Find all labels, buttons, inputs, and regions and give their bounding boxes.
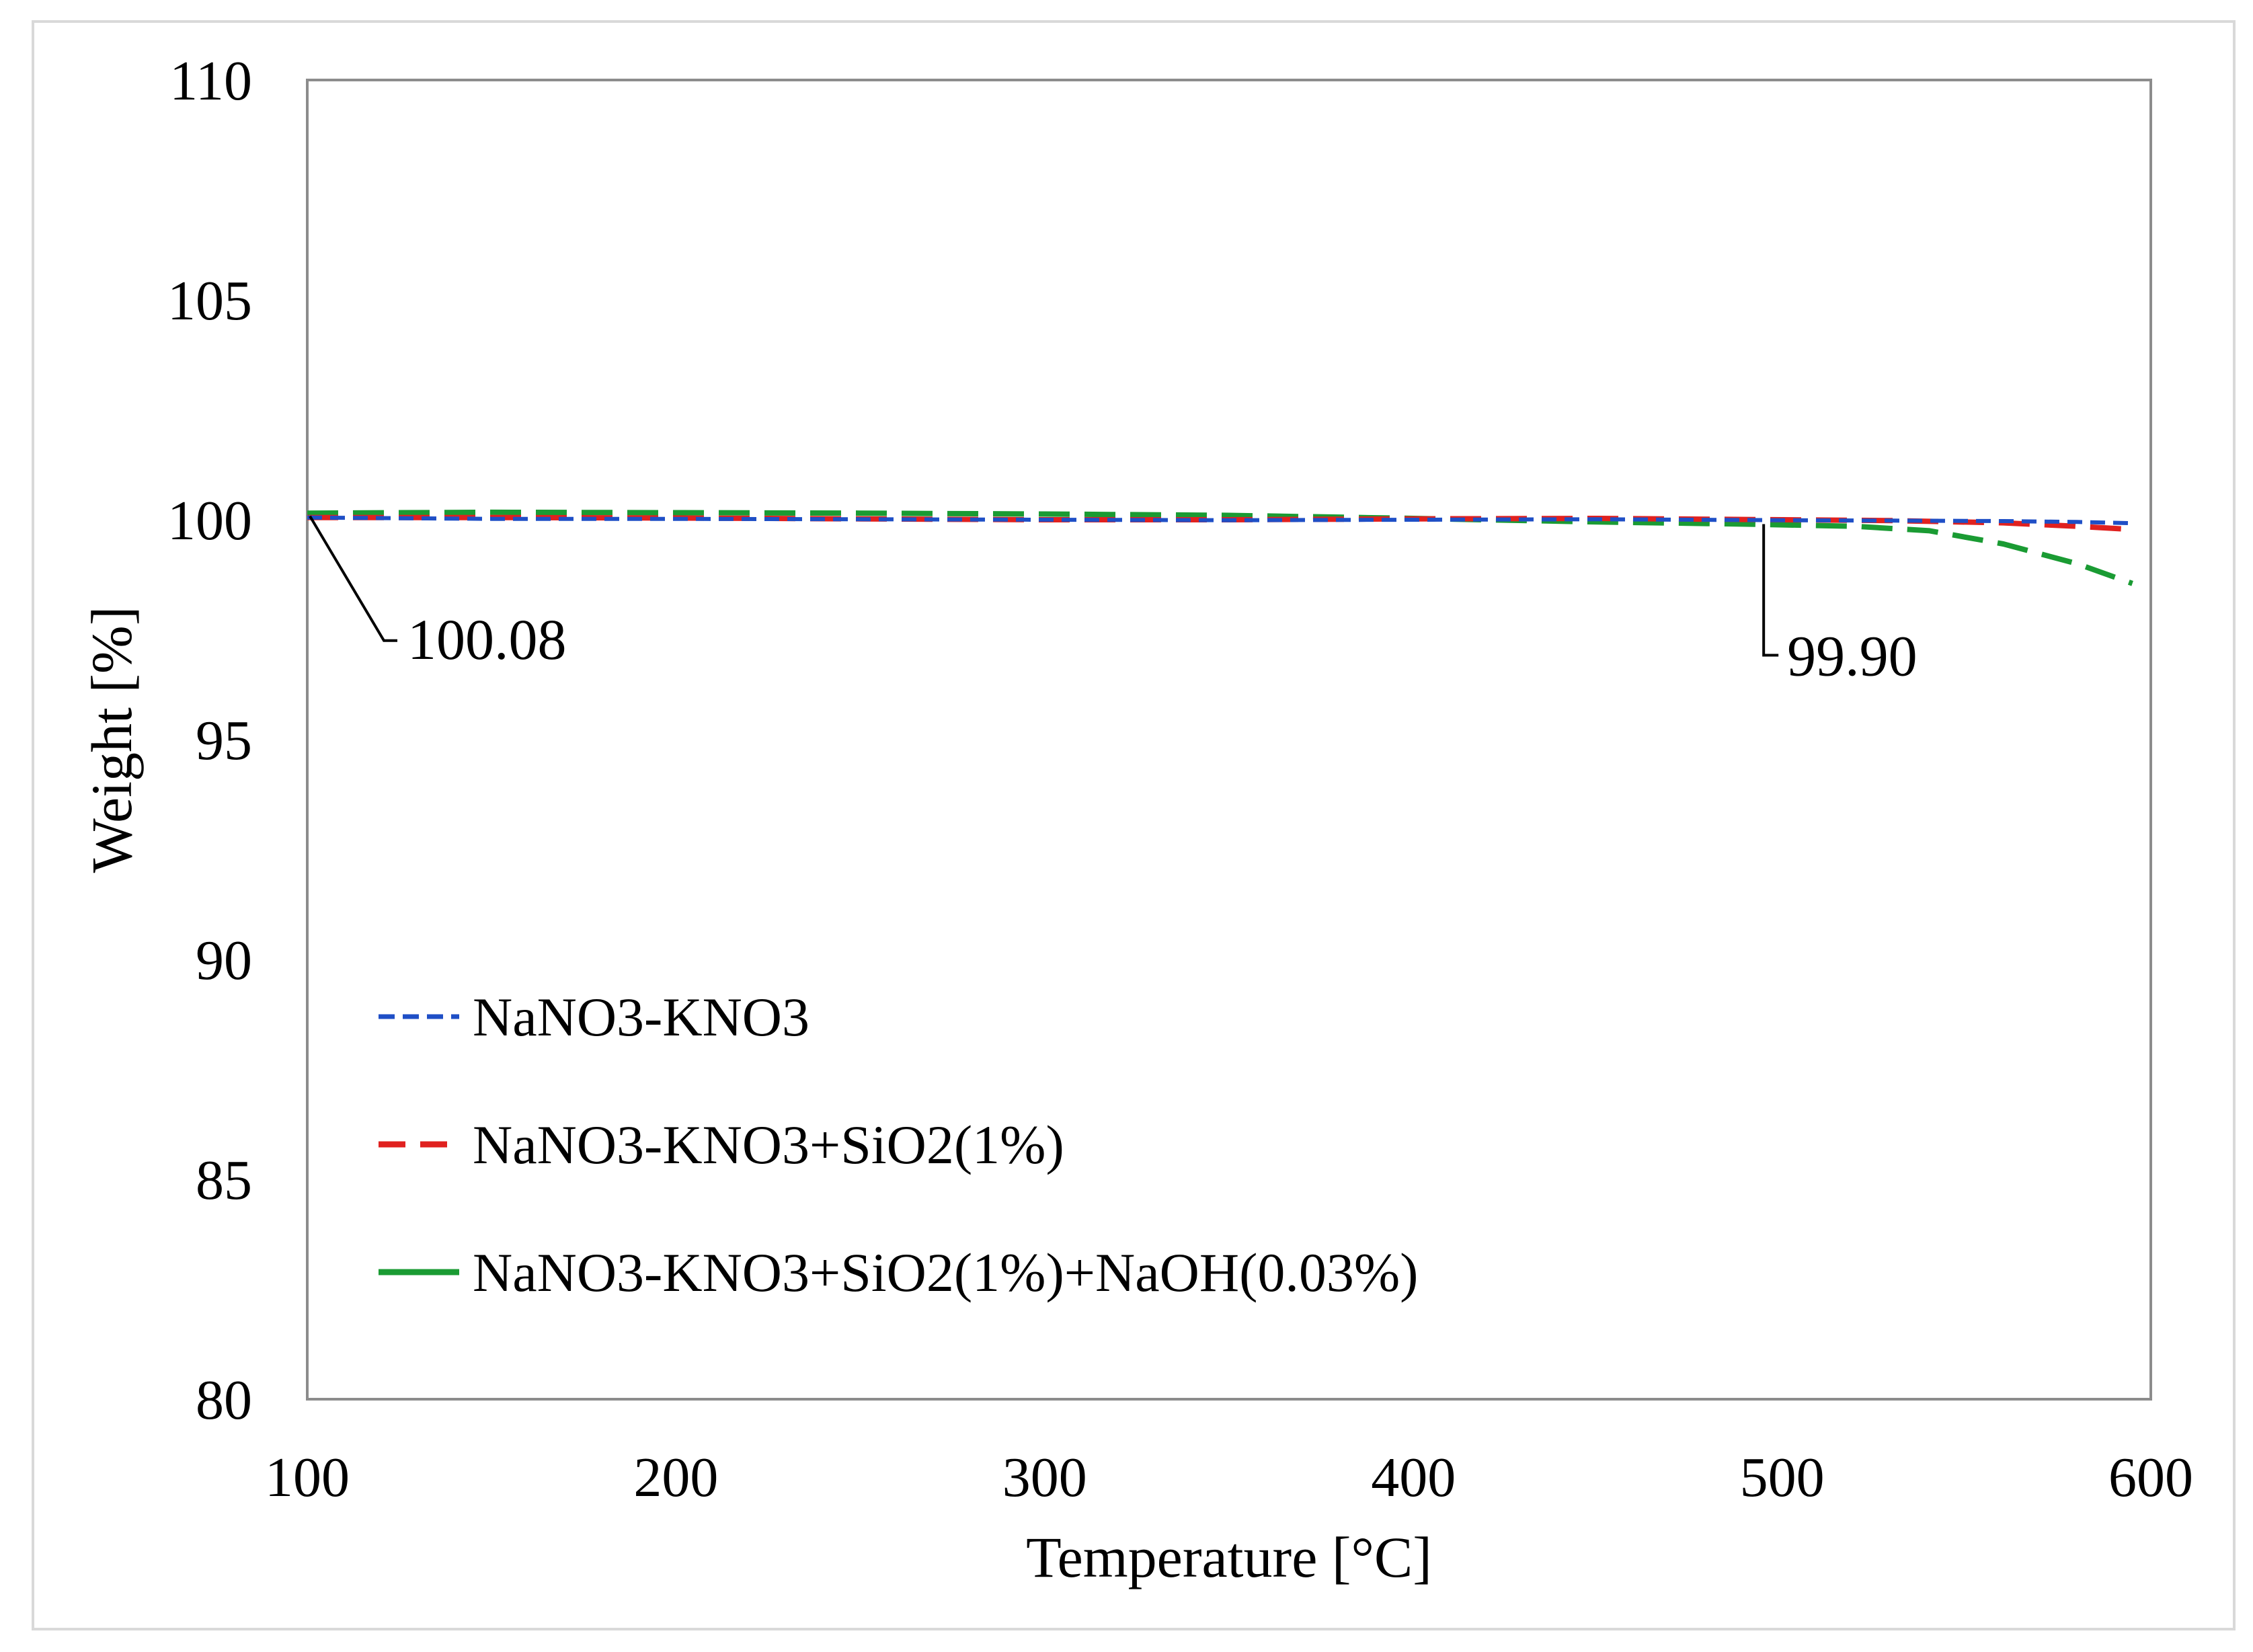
callout-layer: 100.08 99.90 bbox=[309, 515, 1918, 689]
x-axis-title: Temperature [°C] bbox=[1026, 1525, 1432, 1589]
annotation-label-1: 100.08 bbox=[407, 607, 567, 672]
y-axis-ticks: 80 85 90 95 100 105 110 bbox=[167, 50, 252, 1431]
annotation-leader-2 bbox=[1762, 524, 1779, 657]
y-tick-label-85: 85 bbox=[196, 1149, 252, 1212]
legend: NaNO3-KNO3 NaNO3-KNO3+SiO2(1%) NaNO3-KNO3+… bbox=[379, 986, 1419, 1303]
plot-area bbox=[306, 79, 2152, 1401]
series-line-1 bbox=[307, 515, 2133, 526]
x-axis-ticks: 100 200 300 400 500 600 bbox=[265, 1446, 2193, 1509]
series-layer bbox=[307, 509, 2133, 586]
x-tick-label-600: 600 bbox=[2108, 1446, 2193, 1509]
y-tick-label-95: 95 bbox=[196, 709, 252, 772]
annotation-leader-1 bbox=[309, 515, 397, 642]
y-axis-title: Weight [%] bbox=[79, 606, 144, 873]
y-tick-label-110: 110 bbox=[169, 50, 252, 112]
x-tick-label-300: 300 bbox=[1002, 1446, 1087, 1509]
x-tick-label-200: 200 bbox=[633, 1446, 718, 1509]
legend-label-3: NaNO3-KNO3+SiO2(1%)+NaOH(0.03%) bbox=[473, 1242, 1419, 1303]
y-tick-label-100: 100 bbox=[167, 489, 252, 552]
x-tick-label-400: 400 bbox=[1371, 1446, 1456, 1509]
x-tick-label-100: 100 bbox=[265, 1446, 350, 1509]
annotation-label-2: 99.90 bbox=[1787, 624, 1918, 689]
y-tick-label-105: 105 bbox=[167, 270, 252, 332]
legend-label-2: NaNO3-KNO3+SiO2(1%) bbox=[473, 1114, 1064, 1175]
y-tick-label-80: 80 bbox=[196, 1369, 252, 1431]
legend-label-1: NaNO3-KNO3 bbox=[473, 986, 809, 1048]
x-tick-label-500: 500 bbox=[1740, 1446, 1825, 1509]
y-tick-label-90: 90 bbox=[196, 929, 252, 992]
